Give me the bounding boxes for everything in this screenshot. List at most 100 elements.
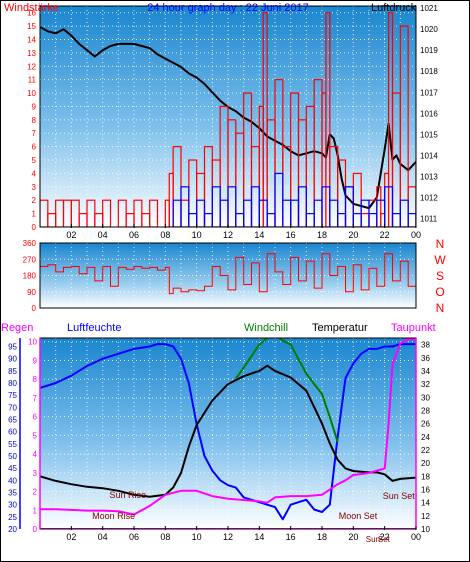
x-tick-label: 08 (160, 532, 170, 542)
x-tick-label: 20 (348, 532, 358, 542)
compass-letter: W (434, 253, 446, 267)
wind-direction-series (40, 253, 416, 295)
x-tick-label: 14 (254, 532, 264, 542)
temperature-legend: Temperatur (312, 322, 368, 334)
humidity-tick-label: 90 (8, 355, 17, 364)
temperature-tick-label: 36 (421, 354, 430, 363)
temperature-tick-label: 30 (421, 393, 430, 402)
x-tick-label: 10 (192, 532, 202, 542)
humidity-tick-label: 40 (8, 476, 17, 485)
rain-tick-label: 9 (33, 356, 38, 365)
temperature-tick-label: 28 (421, 406, 430, 415)
left-tick-label-wind: 9 (32, 102, 37, 111)
x-tick-label: 18 (317, 230, 327, 240)
temperature-humidity-plot-area (40, 338, 416, 529)
left-axis-title-wind: Windstärke (4, 2, 59, 14)
left-tick-label-direction: 90 (27, 288, 36, 297)
left-tick-label-wind: 2 (32, 196, 37, 205)
rain-tick-label: 8 (33, 375, 38, 384)
left-tick-label-wind: 1 (32, 210, 37, 219)
sun-moon-label: Moon Rise (92, 511, 135, 521)
humidity-tick-label: 75 (8, 391, 17, 400)
left-tick-label-wind: 7 (32, 129, 37, 138)
left-tick-label-wind: 15 (27, 22, 36, 31)
temperature-humidity-panel: 0123456789102025303540455055606570758085… (1, 322, 436, 544)
right-tick-label-pressure: 1021 (420, 4, 438, 13)
right-tick-label-pressure: 1015 (420, 130, 438, 139)
rain-tick-label: 0 (33, 525, 38, 534)
right-tick-label-pressure: 1018 (420, 67, 438, 76)
windchill-legend: Windchill (244, 322, 288, 334)
rain-tick-label: 2 (33, 488, 38, 497)
x-tick-label: 04 (98, 230, 108, 240)
temperature-tick-label: 10 (421, 525, 430, 534)
x-tick-label: 02 (66, 532, 76, 542)
rain-tick-label: 4 (33, 450, 38, 459)
x-tick-label: 02 (66, 230, 76, 240)
x-tick-label: 14 (254, 230, 264, 240)
sun-moon-label: Moon Set (339, 511, 378, 521)
x-tick-label: 06 (129, 230, 139, 240)
rain-tick-label: 3 (33, 469, 38, 478)
compass-letter: N (436, 301, 445, 315)
series-taupunkt (40, 338, 416, 516)
left-tick-label-wind: 16 (27, 9, 36, 18)
wind-pressure-ticks: 0123456789101112131415161011101210131014… (27, 4, 438, 240)
x-tick-label: 20 (348, 230, 358, 240)
sun-moon-label: Sun (366, 535, 380, 544)
dewpoint-legend: Taupunkt (391, 322, 436, 334)
temperature-tick-label: 26 (421, 420, 430, 429)
temperature-humidity-grid (40, 338, 416, 530)
series-wind-direction (40, 253, 416, 295)
wind-direction-ticks: 0 90 180 270 360 (23, 239, 37, 313)
right-tick-label-pressure: 1019 (420, 46, 438, 55)
left-tick-label-wind: 10 (27, 89, 36, 98)
x-tick-label: 08 (160, 230, 170, 240)
temperature-tick-label: 32 (421, 380, 430, 389)
x-tick-label: 10 (192, 230, 202, 240)
x-tick-label: 00 (411, 230, 421, 240)
rain-tick-label: 1 (33, 506, 38, 515)
x-tick-label: 22 (380, 230, 390, 240)
left-tick-label-direction: 0 (32, 304, 37, 313)
wind-direction-frame (39, 242, 417, 309)
right-tick-label-pressure: 1014 (420, 151, 438, 160)
humidity-tick-label: 65 (8, 416, 17, 425)
right-tick-label-pressure: 1017 (420, 88, 438, 97)
temperature-tick-label: 12 (421, 512, 430, 521)
humidity-tick-label: 80 (8, 379, 17, 388)
x-tick-label: 22 (380, 532, 390, 542)
humidity-tick-label: 70 (8, 403, 17, 412)
humidity-tick-label: 85 (8, 367, 17, 376)
x-tick-label: 16 (286, 230, 296, 240)
right-tick-label-pressure: 1013 (420, 172, 438, 181)
right-tick-label-pressure: 1016 (420, 109, 438, 118)
humidity-tick-label: 30 (8, 501, 17, 510)
x-tick-label: 12 (223, 230, 233, 240)
left-tick-label-direction: 360 (23, 239, 37, 248)
temperature-tick-label: 20 (421, 459, 430, 468)
chart-title: 24 hour graph day : 22 Juni 2017 (147, 2, 308, 14)
temperature-tick-label: 24 (421, 433, 430, 442)
temperature-tick-label: 16 (421, 485, 430, 494)
temperature-humidity-series (40, 338, 416, 529)
left-tick-label-wind: 5 (32, 156, 37, 165)
humidity-tick-label: 20 (8, 525, 17, 534)
sun-moon-label: Sun Set (383, 491, 416, 501)
left-tick-label-wind: 8 (32, 116, 37, 125)
wind-bar (102, 199, 112, 227)
x-tick-label: 18 (317, 532, 327, 542)
left-tick-label-wind: 3 (32, 183, 37, 192)
left-tick-label-wind: 6 (32, 143, 37, 152)
left-tick-label-wind: 14 (27, 35, 36, 44)
left-tick-label-direction: 180 (23, 272, 37, 281)
x-tick-label: 12 (223, 532, 233, 542)
left-tick-label-direction: 270 (23, 255, 37, 264)
rain-tick-label: 6 (33, 413, 38, 422)
right-tick-label-pressure: 1011 (420, 215, 438, 224)
humidity-tick-label: 95 (8, 343, 17, 352)
temperature-tick-label: 18 (421, 472, 430, 481)
